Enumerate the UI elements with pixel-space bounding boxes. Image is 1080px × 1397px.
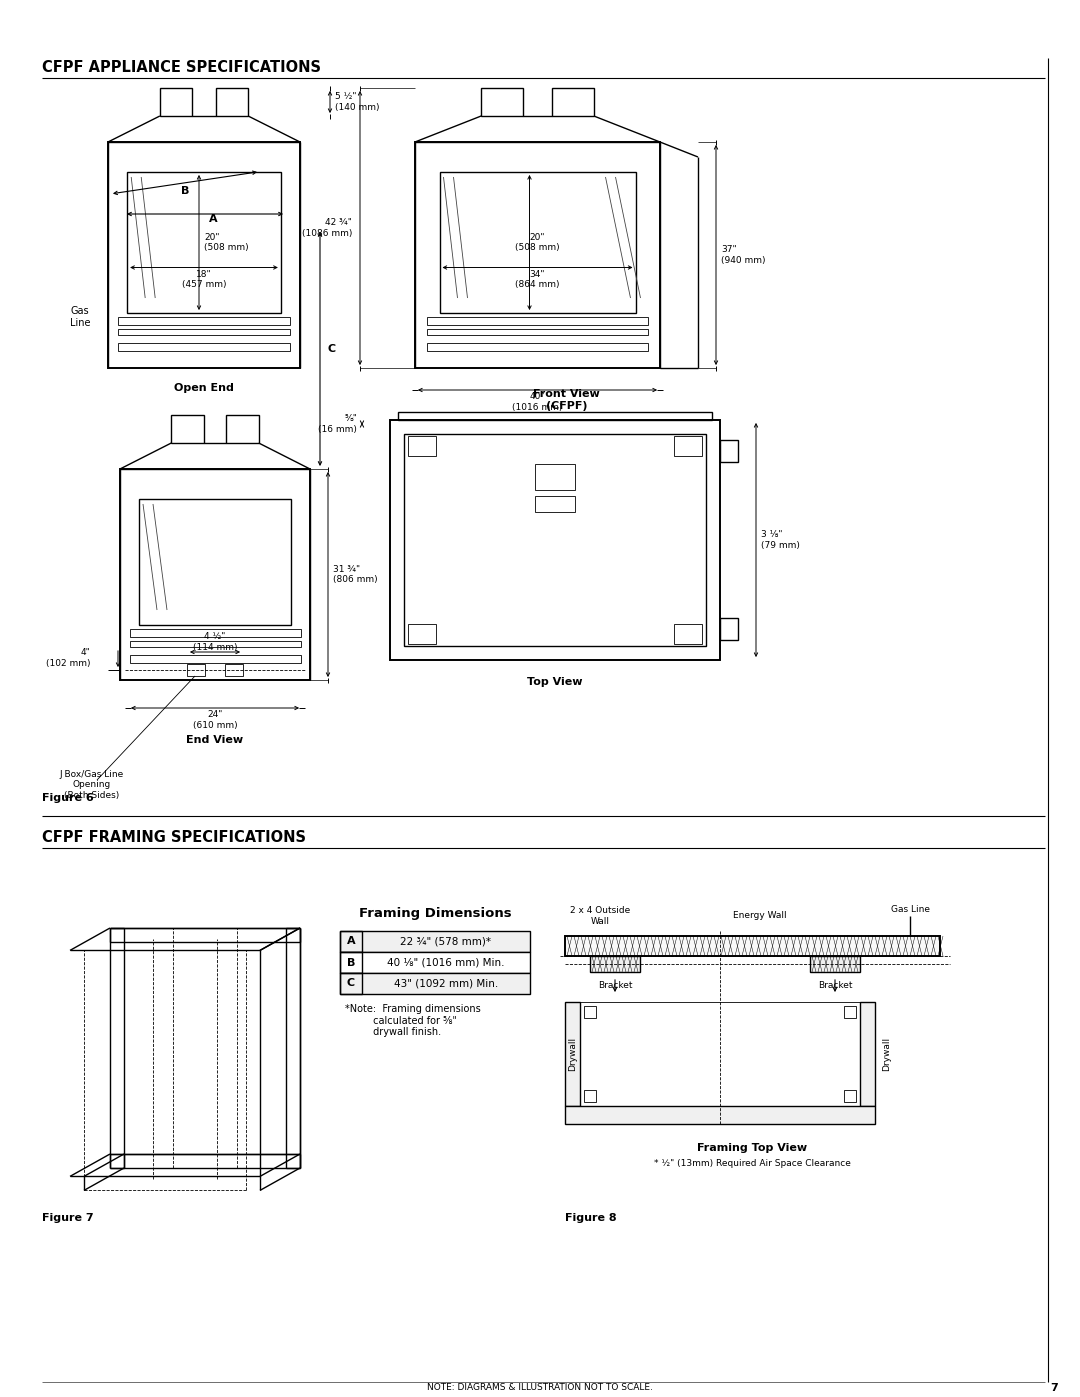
Text: Drywall: Drywall bbox=[882, 1037, 891, 1071]
Bar bbox=[130, 629, 300, 637]
Bar bbox=[408, 436, 436, 455]
Bar bbox=[674, 624, 702, 644]
Text: Open End: Open End bbox=[174, 383, 234, 393]
Bar bbox=[843, 1006, 856, 1018]
Text: End View: End View bbox=[187, 735, 244, 745]
Text: 40 ⅛" (1016 mm) Min.: 40 ⅛" (1016 mm) Min. bbox=[388, 957, 504, 968]
Text: 42 ¾"
(1086 mm): 42 ¾" (1086 mm) bbox=[301, 218, 352, 237]
Text: J Box/Gas Line
Opening
(Both Sides): J Box/Gas Line Opening (Both Sides) bbox=[59, 770, 124, 800]
Text: Figure 7: Figure 7 bbox=[42, 1213, 94, 1222]
Bar bbox=[390, 420, 720, 659]
Text: 24"
(610 mm): 24" (610 mm) bbox=[192, 710, 238, 729]
Bar bbox=[415, 142, 660, 367]
Bar bbox=[720, 440, 738, 462]
Bar bbox=[565, 936, 940, 956]
Bar bbox=[565, 1002, 580, 1106]
Text: 22 ¾" (578 mm)*: 22 ¾" (578 mm)* bbox=[401, 936, 491, 947]
Text: 2 x 4 Outside
Wall: 2 x 4 Outside Wall bbox=[570, 907, 630, 926]
Bar bbox=[565, 1106, 875, 1125]
Text: B: B bbox=[180, 186, 189, 196]
Bar bbox=[590, 956, 640, 972]
Text: C: C bbox=[347, 978, 355, 989]
Text: A: A bbox=[347, 936, 355, 947]
Bar bbox=[225, 664, 243, 676]
Bar bbox=[172, 415, 204, 443]
Text: 34"
(864 mm): 34" (864 mm) bbox=[515, 270, 559, 289]
Bar bbox=[584, 1090, 596, 1102]
Bar bbox=[535, 496, 575, 511]
Bar bbox=[216, 88, 248, 116]
Bar bbox=[440, 172, 635, 313]
Bar bbox=[720, 617, 738, 640]
Bar bbox=[340, 972, 530, 995]
Text: Figure 8: Figure 8 bbox=[565, 1213, 617, 1222]
Bar bbox=[108, 142, 300, 367]
Bar bbox=[139, 499, 291, 624]
Text: 4 ½"
(114 mm): 4 ½" (114 mm) bbox=[192, 633, 238, 651]
Text: *Note:  Framing dimensions
         calculated for ⅝"
         drywall finish.: *Note: Framing dimensions calculated for… bbox=[345, 1004, 481, 1037]
Bar bbox=[399, 412, 712, 420]
Bar bbox=[552, 88, 594, 116]
Bar bbox=[130, 641, 300, 647]
Text: B: B bbox=[347, 957, 355, 968]
Bar bbox=[843, 1090, 856, 1102]
Text: CFPF FRAMING SPECIFICATIONS: CFPF FRAMING SPECIFICATIONS bbox=[42, 830, 306, 845]
Text: 40"
(1016 mm): 40" (1016 mm) bbox=[512, 393, 563, 412]
Bar bbox=[340, 930, 362, 951]
Text: CFPF APPLIANCE SPECIFICATIONS: CFPF APPLIANCE SPECIFICATIONS bbox=[42, 60, 321, 75]
Text: Energy Wall: Energy Wall bbox=[733, 911, 787, 921]
Bar bbox=[187, 664, 205, 676]
Text: C: C bbox=[328, 344, 336, 353]
Text: Framing Top View: Framing Top View bbox=[698, 1143, 808, 1153]
Text: 31 ¾"
(806 mm): 31 ¾" (806 mm) bbox=[333, 564, 378, 584]
Text: ⅝"
(16 mm): ⅝" (16 mm) bbox=[319, 415, 357, 433]
Text: 4"
(102 mm): 4" (102 mm) bbox=[45, 648, 90, 668]
Text: 3 ⅛"
(79 mm): 3 ⅛" (79 mm) bbox=[761, 531, 800, 549]
Bar bbox=[404, 434, 706, 645]
Text: 18"
(457 mm): 18" (457 mm) bbox=[181, 270, 226, 289]
Text: NOTE: DIAGRAMS & ILLUSTRATION NOT TO SCALE.: NOTE: DIAGRAMS & ILLUSTRATION NOT TO SCA… bbox=[427, 1383, 653, 1393]
Text: Framing Dimensions: Framing Dimensions bbox=[359, 907, 511, 919]
Text: Gas
Line: Gas Line bbox=[70, 306, 91, 328]
Bar bbox=[428, 317, 648, 326]
Bar bbox=[160, 88, 192, 116]
Bar bbox=[428, 344, 648, 351]
Text: Front View
(CFPF): Front View (CFPF) bbox=[534, 390, 599, 411]
Text: A: A bbox=[208, 214, 217, 224]
Text: 20"
(508 mm): 20" (508 mm) bbox=[515, 233, 559, 253]
Bar bbox=[340, 951, 362, 972]
Text: 43" (1092 mm) Min.: 43" (1092 mm) Min. bbox=[394, 978, 498, 989]
Bar bbox=[120, 469, 310, 680]
Bar bbox=[118, 317, 291, 326]
Text: Gas Line: Gas Line bbox=[891, 905, 930, 915]
Text: 37"
(940 mm): 37" (940 mm) bbox=[721, 246, 766, 264]
Bar bbox=[118, 344, 291, 351]
Text: * ½" (13mm) Required Air Space Clearance: * ½" (13mm) Required Air Space Clearance bbox=[654, 1160, 851, 1168]
Bar bbox=[408, 624, 436, 644]
Bar bbox=[580, 1002, 860, 1106]
Bar bbox=[535, 464, 575, 490]
Bar bbox=[860, 1002, 875, 1106]
Bar bbox=[127, 172, 281, 313]
Bar bbox=[428, 330, 648, 335]
Text: Bracket: Bracket bbox=[818, 982, 852, 990]
Text: Drywall: Drywall bbox=[568, 1037, 577, 1071]
Bar bbox=[340, 972, 362, 995]
Bar bbox=[227, 415, 259, 443]
Bar bbox=[118, 330, 291, 335]
Bar bbox=[340, 930, 530, 951]
Bar bbox=[584, 1006, 596, 1018]
Text: 20"
(508 mm): 20" (508 mm) bbox=[204, 233, 248, 253]
Text: Bracket: Bracket bbox=[597, 982, 632, 990]
Bar bbox=[674, 436, 702, 455]
Bar bbox=[130, 655, 300, 664]
Bar bbox=[482, 88, 523, 116]
Text: 5 ½"
(140 mm): 5 ½" (140 mm) bbox=[335, 92, 379, 112]
Text: Figure 6: Figure 6 bbox=[42, 793, 94, 803]
Bar bbox=[810, 956, 860, 972]
Bar bbox=[340, 951, 530, 972]
Text: Top View: Top View bbox=[527, 678, 583, 687]
Text: 7: 7 bbox=[1050, 1383, 1058, 1393]
